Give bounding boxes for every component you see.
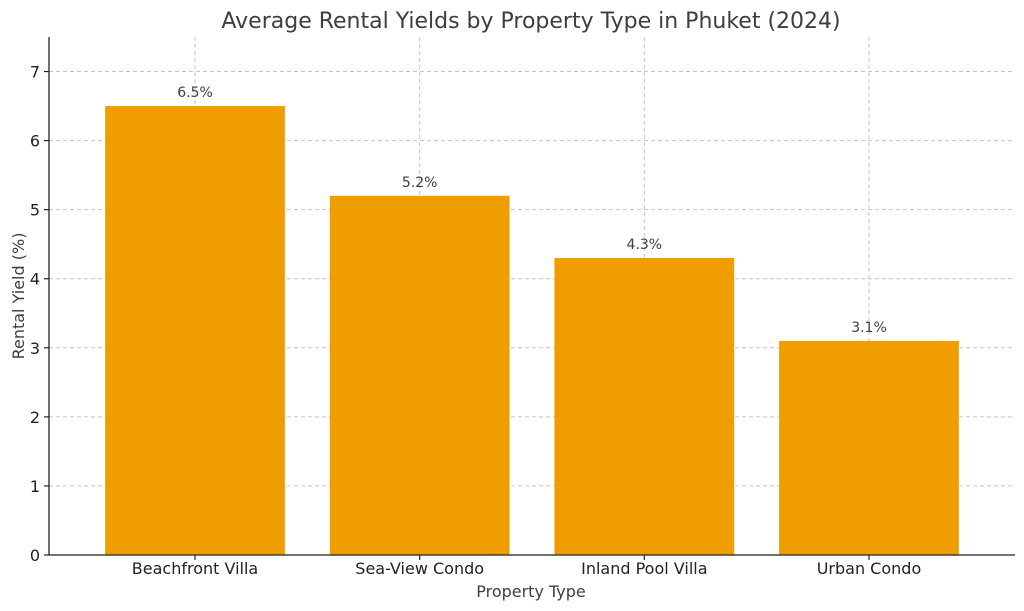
x-axis-label: Property Type [476, 582, 586, 601]
y-tick-label-1: 1 [30, 477, 40, 496]
bar-2 [554, 258, 735, 555]
y-tick-label-2: 2 [30, 408, 40, 427]
x-tick-label-1: Sea-View Condo [355, 559, 484, 578]
y-tick-label-3: 3 [30, 339, 40, 358]
bar-layer: 6.5% 5.2% 4.3% 3.1% [105, 85, 959, 556]
y-tick-label-0: 0 [30, 546, 40, 565]
y-tick-label-6: 6 [30, 132, 40, 151]
axis-layer: 0 1 2 3 4 5 6 7 Beachfront Villa Sea-View Condo In… [30, 37, 1015, 578]
y-tick-label-4: 4 [30, 270, 40, 289]
data-label-2: 4.3% [627, 237, 663, 253]
bar-0 [105, 106, 285, 556]
x-tick-label-0: Beachfront Villa [132, 559, 258, 578]
y-tick-label-5: 5 [30, 201, 40, 220]
data-label-1: 5.2% [402, 175, 438, 191]
y-axis-label: Rental Yield (%) [9, 233, 28, 360]
bar-3 [779, 340, 959, 555]
y-tick-label-7: 7 [30, 63, 40, 82]
chart-title: Average Rental Yields by Property Type i… [221, 9, 840, 34]
data-label-3: 3.1% [851, 320, 887, 336]
x-tick-label-3: Urban Condo [817, 559, 922, 578]
data-label-0: 6.5% [177, 85, 213, 101]
x-tick-label-2: Inland Pool Villa [581, 559, 707, 578]
bar-1 [329, 195, 510, 555]
